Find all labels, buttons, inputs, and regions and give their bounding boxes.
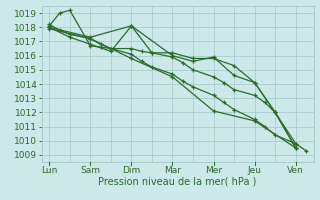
X-axis label: Pression niveau de la mer( hPa ): Pression niveau de la mer( hPa ) <box>99 177 257 187</box>
